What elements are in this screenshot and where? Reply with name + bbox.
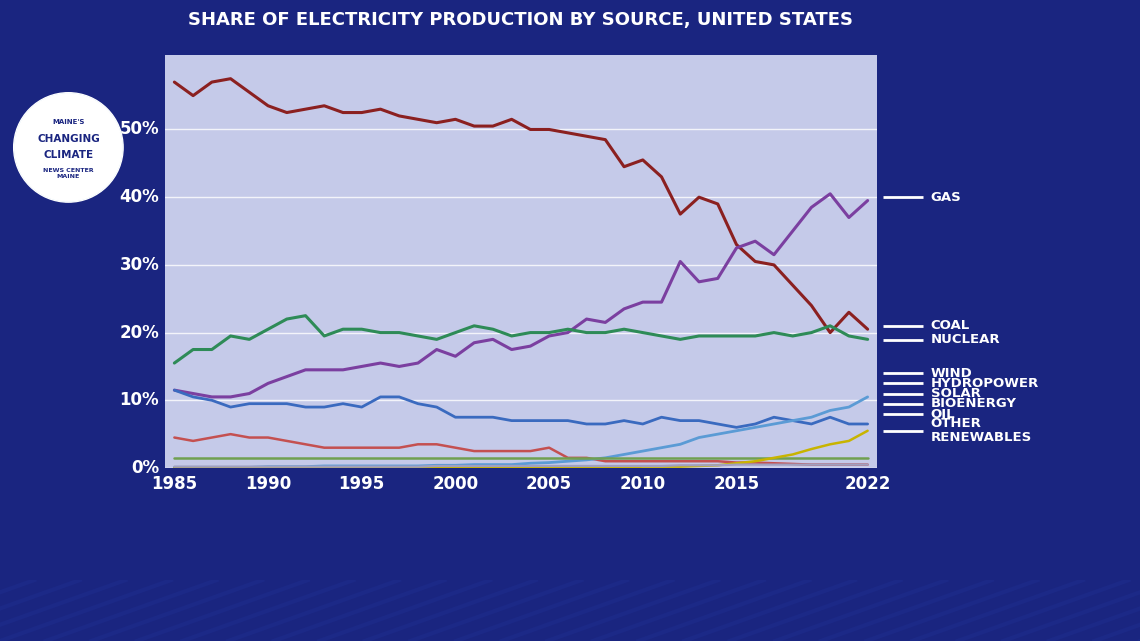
- Text: BIOENERGY: BIOENERGY: [930, 397, 1017, 410]
- Text: SHARE OF ELECTRICITY PRODUCTION BY SOURCE, UNITED STATES: SHARE OF ELECTRICITY PRODUCTION BY SOURC…: [188, 12, 854, 29]
- Text: CLIMATE: CLIMATE: [43, 151, 93, 160]
- Text: SOLAR: SOLAR: [930, 387, 980, 400]
- Text: GAS: GAS: [930, 191, 961, 204]
- Text: 50%: 50%: [120, 121, 160, 138]
- Text: 20%: 20%: [120, 324, 160, 342]
- Text: COAL: COAL: [930, 319, 970, 332]
- Text: 10%: 10%: [120, 391, 160, 410]
- Text: MAINE'S: MAINE'S: [52, 119, 84, 126]
- Text: CHANGING: CHANGING: [36, 135, 100, 144]
- Text: NEWS CENTER
MAINE: NEWS CENTER MAINE: [43, 168, 93, 179]
- Text: WIND: WIND: [930, 367, 972, 379]
- Text: NUCLEAR: NUCLEAR: [930, 333, 1000, 347]
- Text: 30%: 30%: [120, 256, 160, 274]
- Text: OIL: OIL: [930, 408, 955, 420]
- Circle shape: [15, 94, 122, 201]
- Text: 40%: 40%: [120, 188, 160, 206]
- Circle shape: [15, 94, 122, 201]
- Text: HYDROPOWER: HYDROPOWER: [930, 377, 1039, 390]
- Text: 0%: 0%: [131, 459, 160, 477]
- Text: OTHER
RENEWABLES: OTHER RENEWABLES: [930, 417, 1032, 444]
- Circle shape: [14, 93, 123, 202]
